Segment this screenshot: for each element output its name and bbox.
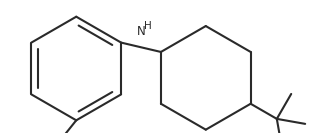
Text: H: H: [144, 22, 152, 32]
Text: N: N: [137, 25, 146, 38]
